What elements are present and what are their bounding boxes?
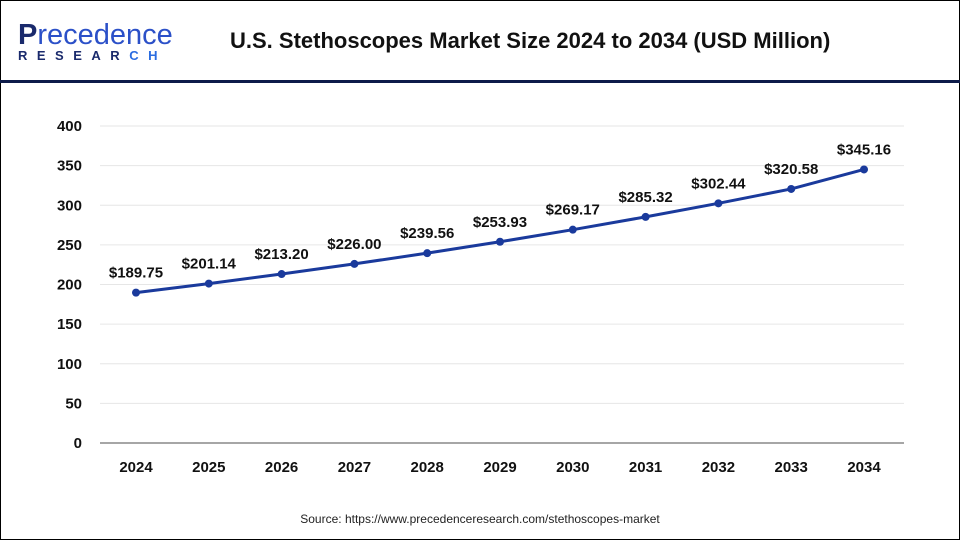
data-label: $226.00 — [327, 236, 381, 253]
x-tick-label: 2026 — [265, 459, 298, 476]
y-tick-label: 50 — [65, 395, 82, 412]
data-point — [568, 225, 577, 234]
x-tick-label: 2033 — [775, 459, 808, 476]
logo: Precedence RESEARCH — [18, 20, 173, 63]
source-text: Source: https://www.precedenceresearch.c… — [300, 512, 660, 526]
x-tick-label: 2025 — [192, 459, 225, 476]
logo-text: Precedence — [18, 19, 173, 51]
logo-subtext: RESEARCH — [18, 48, 167, 63]
data-label: $213.20 — [254, 246, 308, 263]
data-label: $189.75 — [109, 265, 163, 282]
data-label: $253.93 — [473, 214, 527, 231]
y-tick-label: 150 — [57, 316, 82, 333]
header: Precedence RESEARCH U.S. Stethoscopes Ma… — [0, 0, 960, 83]
x-tick-label: 2034 — [847, 459, 881, 476]
data-point — [423, 249, 432, 258]
x-tick-label: 2032 — [702, 459, 735, 476]
x-tick-label: 2024 — [119, 459, 153, 476]
data-label: $320.58 — [764, 161, 818, 178]
data-point — [641, 212, 650, 221]
y-tick-label: 400 — [57, 118, 82, 135]
y-tick-label: 350 — [57, 158, 82, 175]
y-tick-label: 0 — [74, 435, 82, 452]
x-tick-label: 2029 — [483, 459, 516, 476]
data-label: $239.56 — [400, 225, 454, 242]
x-tick-label: 2030 — [556, 459, 589, 476]
data-point — [496, 237, 504, 246]
data-point — [204, 279, 213, 288]
data-point — [714, 199, 723, 208]
data-label: $201.14 — [182, 256, 237, 273]
data-point — [277, 270, 286, 279]
data-label: $345.16 — [837, 141, 891, 158]
data-point — [860, 165, 868, 174]
x-tick-label: 2028 — [411, 459, 444, 476]
series-line — [135, 168, 865, 295]
y-tick-label: 300 — [57, 197, 82, 214]
data-point — [132, 288, 140, 297]
y-tick-label: 200 — [57, 277, 82, 294]
y-tick-label: 250 — [57, 237, 82, 254]
data-label: $285.32 — [618, 189, 672, 206]
data-label: $269.17 — [546, 202, 600, 219]
data-point — [787, 184, 796, 193]
x-tick-label: 2027 — [338, 459, 371, 476]
y-tick-label: 100 — [57, 356, 82, 373]
data-point — [350, 259, 359, 268]
chart-title: U.S. Stethoscopes Market Size 2024 to 20… — [230, 28, 831, 53]
x-tick-label: 2031 — [629, 459, 662, 476]
data-label: $302.44 — [691, 175, 746, 192]
